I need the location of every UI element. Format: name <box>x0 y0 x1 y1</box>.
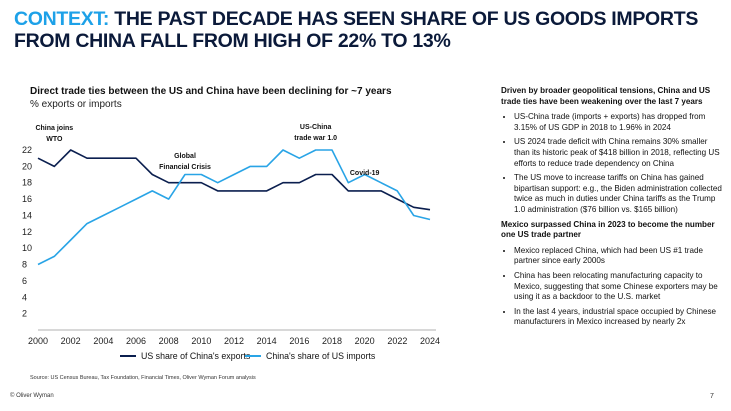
y-tick-label: 6 <box>22 276 27 286</box>
page-title: CONTEXT: THE PAST DECADE HAS SEEN SHARE … <box>14 8 714 52</box>
legend-label-imports: China's share of US imports <box>266 351 376 361</box>
source-note: Source: US Census Bureau, Tax Foundation… <box>30 375 256 381</box>
x-tick-label: 2002 <box>61 336 81 346</box>
annotation-label: Global <box>174 153 196 160</box>
legend-item-imports: China's share of US imports <box>245 351 375 361</box>
list-item: The US move to increase tariffs on China… <box>514 173 723 215</box>
page-number: 7 <box>710 393 714 400</box>
annotation-label: Covid-19 <box>350 170 380 177</box>
x-tick-label: 2006 <box>126 336 146 346</box>
y-tick-label: 18 <box>22 178 32 188</box>
legend-swatch-exports <box>120 355 136 357</box>
y-tick-label: 12 <box>22 227 32 237</box>
x-tick-label: 2018 <box>322 336 342 346</box>
title-accent: CONTEXT: <box>14 8 110 30</box>
series-line-us-share-of-china-exports <box>37 149 431 211</box>
list-item: In the last 4 years, industrial space oc… <box>514 307 723 328</box>
y-tick-label: 8 <box>22 260 27 270</box>
annotation-label: Financial Crisis <box>159 164 211 171</box>
panel-heading-1: Driven by broader geopolitical tensions,… <box>501 86 711 106</box>
y-tick-label: 10 <box>22 243 32 253</box>
y-tick-label: 16 <box>22 194 32 204</box>
x-tick-label: 2004 <box>93 336 113 346</box>
legend-label-exports: US share of China's exports <box>141 351 251 361</box>
x-tick-label: 2008 <box>159 336 179 346</box>
x-tick-label: 2024 <box>420 336 440 346</box>
y-tick-label: 22 <box>22 145 32 155</box>
chart-subtitle: % exports or imports <box>30 99 122 110</box>
bullet-list-1: US-China trade (imports + exports) has d… <box>501 112 723 215</box>
y-tick-label: 20 <box>22 161 32 171</box>
list-item: China has been relocating manufacturing … <box>514 271 723 303</box>
list-item: Mexico replaced China, which had been US… <box>514 246 723 267</box>
annotation-label: China joins <box>35 125 73 132</box>
right-panel: Driven by broader geopolitical tensions,… <box>501 86 723 332</box>
x-tick-label: 2012 <box>224 336 244 346</box>
chart-title: Direct trade ties between the US and Chi… <box>30 86 392 97</box>
legend-swatch-imports <box>245 355 261 357</box>
y-tick-label: 4 <box>22 292 27 302</box>
series-line-china-share-of-us-imports <box>37 149 431 266</box>
legend-item-exports: US share of China's exports <box>120 351 250 361</box>
x-tick-label: 2020 <box>355 336 375 346</box>
x-tick-label: 2000 <box>28 336 48 346</box>
title-text: THE PAST DECADE HAS SEEN SHARE OF US GOO… <box>14 8 699 52</box>
x-tick-label: 2016 <box>289 336 309 346</box>
annotation-label: US-China <box>300 124 332 131</box>
panel-heading-2: Mexico surpassed China in 2023 to become… <box>501 219 715 240</box>
y-tick-label: 14 <box>22 210 32 220</box>
annotation-label: trade war 1.0 <box>294 135 337 142</box>
annotation-label: WTO <box>46 136 63 143</box>
y-tick-label: 2 <box>22 309 27 319</box>
list-item: US 2024 trade deficit with China remains… <box>514 137 723 169</box>
list-item: US-China trade (imports + exports) has d… <box>514 112 723 133</box>
x-tick-label: 2014 <box>257 336 277 346</box>
x-tick-label: 2010 <box>191 336 211 346</box>
x-tick-label: 2022 <box>387 336 407 346</box>
bullet-list-2: Mexico replaced China, which had been US… <box>501 246 723 328</box>
copyright: © Oliver Wyman <box>10 393 54 399</box>
